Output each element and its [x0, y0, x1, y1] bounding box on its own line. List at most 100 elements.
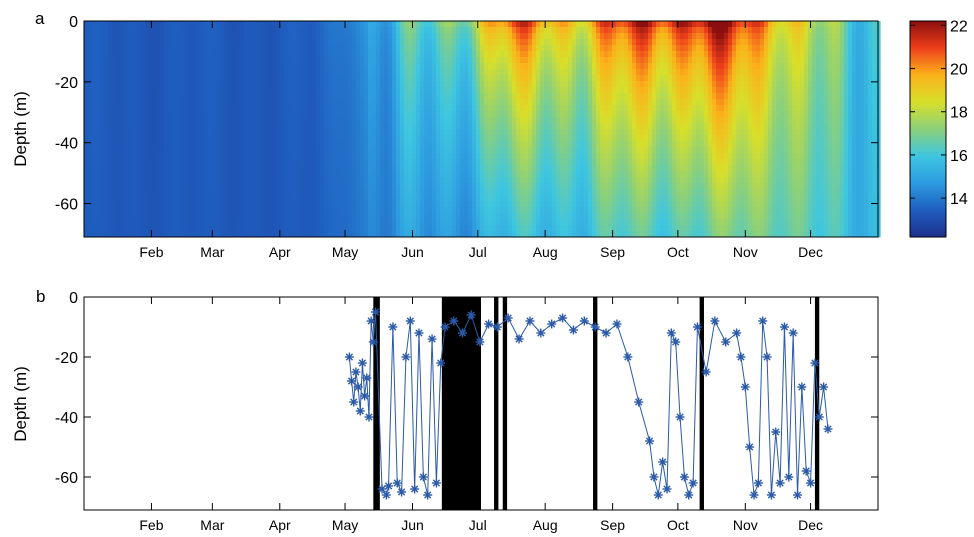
- heatmap-cell: [620, 111, 625, 118]
- heatmap-cell: [568, 177, 573, 184]
- heatmap-cell: [444, 141, 449, 148]
- heatmap-cell: [420, 219, 425, 226]
- heatmap-cell: [536, 183, 541, 190]
- heatmap-cell: [184, 99, 189, 106]
- heatmap-cell: [140, 225, 145, 232]
- heatmap-cell: [296, 171, 301, 178]
- heatmap-cell: [176, 201, 181, 208]
- heatmap-cell: [164, 21, 169, 28]
- heatmap-cell: [184, 105, 189, 112]
- heatmap-cell: [444, 21, 449, 28]
- heatmap-cell: [504, 189, 509, 196]
- heatmap-cell: [252, 105, 257, 112]
- heatmap-cell: [432, 159, 437, 166]
- heatmap-cell: [512, 93, 517, 100]
- heatmap-cell: [296, 189, 301, 196]
- heatmap-cell: [404, 213, 409, 220]
- heatmap-cell: [484, 135, 489, 142]
- heatmap-cell: [464, 123, 469, 130]
- heatmap-cell: [416, 93, 421, 100]
- heatmap-cell: [532, 87, 537, 94]
- heatmap-cell: [372, 159, 377, 166]
- heatmap-cell: [84, 165, 89, 172]
- heatmap-cell: [348, 141, 353, 148]
- heatmap-cell: [480, 45, 485, 52]
- heatmap-cell: [576, 225, 581, 232]
- heatmap-cell: [464, 117, 469, 124]
- heatmap-cell: [608, 213, 613, 220]
- heatmap-cell: [396, 201, 401, 208]
- heatmap-cell: [364, 159, 369, 166]
- heatmap-cell: [296, 33, 301, 40]
- heatmap-cell: [204, 177, 209, 184]
- heatmap-cell: [240, 207, 245, 214]
- heatmap-cell: [404, 207, 409, 214]
- heatmap-cell: [312, 21, 317, 28]
- heatmap-cell: [276, 141, 281, 148]
- heatmap-cell: [384, 225, 389, 232]
- heatmap-cell: [248, 117, 253, 124]
- heatmap-cell: [428, 57, 433, 64]
- heatmap-cell: [564, 75, 569, 82]
- heatmap-cell: [332, 105, 337, 112]
- heatmap-cell: [236, 231, 241, 238]
- heatmap-cell: [224, 123, 229, 130]
- heatmap-cell: [568, 57, 573, 64]
- heatmap-cell: [604, 183, 609, 190]
- heatmap-cell: [436, 63, 441, 70]
- heatmap-cell: [360, 87, 365, 94]
- heatmap-cell: [172, 45, 177, 52]
- heatmap-cell: [96, 225, 101, 232]
- heatmap-cell: [228, 111, 233, 118]
- heatmap-cell: [108, 129, 113, 136]
- heatmap-cell: [104, 63, 109, 70]
- heatmap-cell: [352, 195, 357, 202]
- heatmap-cell: [404, 111, 409, 118]
- heatmap-cell: [576, 219, 581, 226]
- heatmap-cell: [296, 93, 301, 100]
- heatmap-cell: [376, 45, 381, 52]
- heatmap-cell: [84, 225, 89, 232]
- heatmap-cell: [460, 159, 465, 166]
- heatmap-cell: [436, 51, 441, 58]
- heatmap-cell: [240, 141, 245, 148]
- heatmap-cell: [384, 39, 389, 46]
- heatmap-cell: [104, 183, 109, 190]
- heatmap-cell: [104, 33, 109, 40]
- heatmap-cell: [120, 153, 125, 160]
- heatmap-cell: [340, 171, 345, 178]
- heatmap-cell: [276, 213, 281, 220]
- heatmap-cell: [400, 141, 405, 148]
- heatmap-cell: [280, 177, 285, 184]
- heatmap-cell: [292, 135, 297, 142]
- heatmap-cell: [268, 45, 273, 52]
- heatmap-cell: [328, 123, 333, 130]
- heatmap-cell: [504, 213, 509, 220]
- heatmap-cell: [132, 207, 137, 214]
- heatmap-cell: [380, 87, 385, 94]
- heatmap-cell: [92, 117, 97, 124]
- heatmap-cell: [460, 219, 465, 226]
- heatmap-cell: [512, 219, 517, 226]
- heatmap-cell: [292, 87, 297, 94]
- heatmap-cell: [436, 87, 441, 94]
- heatmap-cell: [264, 147, 269, 154]
- heatmap-cell: [272, 135, 277, 142]
- heatmap-cell: [552, 93, 557, 100]
- heatmap-cell: [140, 165, 145, 172]
- heatmap-cell: [84, 111, 89, 118]
- heatmap-cell: [544, 219, 549, 226]
- heatmap-cell: [296, 45, 301, 52]
- heatmap-cell: [540, 117, 545, 124]
- heatmap-cell: [184, 141, 189, 148]
- heatmap-cell: [104, 147, 109, 154]
- heatmap-cell: [232, 141, 237, 148]
- heatmap-cell: [468, 219, 473, 226]
- heatmap-cell: [520, 21, 525, 28]
- heatmap-cell: [568, 201, 573, 208]
- heatmap-cell: [608, 99, 613, 106]
- heatmap-cell: [588, 147, 593, 154]
- heatmap-cell: [512, 165, 517, 172]
- heatmap-cell: [388, 189, 393, 196]
- heatmap-cell: [404, 159, 409, 166]
